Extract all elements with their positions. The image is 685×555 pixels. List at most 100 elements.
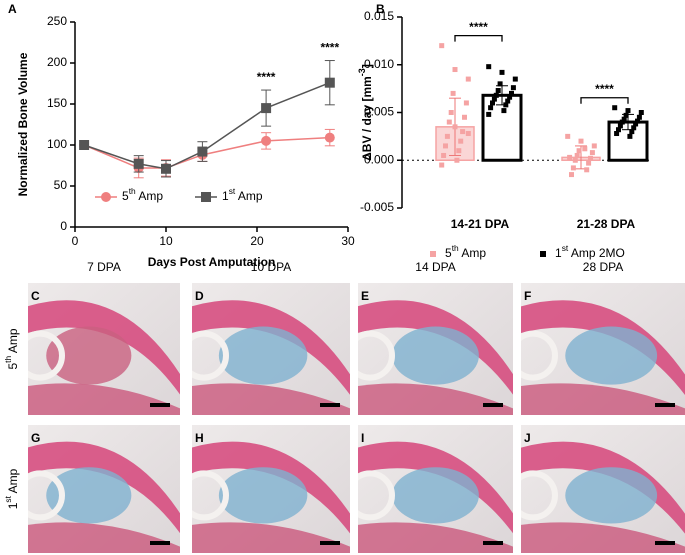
legend-marker — [540, 251, 546, 257]
y-tick-label: 50 — [54, 178, 68, 192]
tissue-blue — [392, 467, 479, 524]
tissue-blue — [392, 326, 479, 385]
data-point — [491, 96, 497, 102]
data-point — [446, 119, 452, 125]
y-tick-label: 0 — [60, 219, 67, 233]
histology-image — [28, 425, 180, 553]
scale-bar — [655, 541, 675, 545]
scale-bar — [150, 541, 170, 545]
significance: **** — [595, 82, 614, 96]
joint — [28, 330, 65, 381]
column-header: 14 DPA — [415, 260, 455, 274]
data-point — [501, 108, 507, 114]
legend-label: 5th Amp — [122, 186, 163, 203]
tissue-base — [192, 383, 350, 415]
y-tick-label: 100 — [47, 137, 67, 151]
tissue-base — [521, 522, 685, 553]
series-line — [83, 136, 330, 169]
data-point — [619, 119, 625, 125]
data-point — [444, 133, 450, 139]
legend-marker — [101, 192, 111, 202]
data-point — [450, 90, 456, 96]
legend-marker — [201, 192, 211, 202]
data-point — [495, 88, 501, 94]
scale-bar — [320, 541, 340, 545]
row-label: 5th Amp — [3, 328, 20, 369]
data-point — [621, 116, 627, 122]
data-point — [589, 150, 595, 156]
panel-label: F — [524, 289, 531, 303]
data-point — [584, 167, 590, 173]
joint — [358, 470, 395, 521]
series-line — [83, 81, 331, 170]
tissue-pink — [28, 300, 180, 395]
tissue-pink — [358, 441, 513, 534]
significance-bracket — [580, 97, 629, 104]
data-point — [448, 110, 454, 115]
data-point — [439, 43, 445, 49]
histology-image — [358, 425, 513, 553]
legend-label: 1st Amp — [222, 186, 263, 203]
data-point — [490, 100, 495, 106]
data-point — [462, 114, 467, 120]
data-point — [454, 157, 460, 163]
scale-bar — [150, 403, 170, 407]
point — [79, 140, 90, 150]
tissue-base — [521, 383, 685, 415]
data-point — [452, 124, 458, 130]
y-label-text: ΔBV / day [mm — [360, 76, 374, 161]
row-label: 1st Amp — [3, 468, 20, 509]
legend-label: 5th Amp — [445, 243, 486, 260]
data-point — [465, 131, 471, 137]
data-point — [588, 155, 593, 161]
tissue-pink — [358, 300, 513, 395]
legend-label: 1st Amp 2MO — [555, 243, 625, 260]
histology-image — [521, 425, 685, 553]
data-point — [465, 76, 471, 82]
histology-image — [192, 283, 350, 415]
tissue-base — [28, 383, 180, 415]
point — [133, 158, 144, 169]
data-point — [441, 152, 447, 158]
data-point — [456, 148, 462, 154]
column-header: 10 DPA — [251, 260, 291, 274]
data-point — [486, 64, 492, 70]
tissue-blue — [218, 326, 308, 385]
tissue-pink — [521, 300, 685, 396]
point — [197, 146, 208, 157]
point — [261, 135, 272, 146]
data-point — [629, 129, 635, 135]
data-point — [623, 112, 629, 118]
x-tick-label: 21-28 DPA — [577, 217, 636, 231]
x-axis-label: Days Post Amputation — [148, 255, 276, 269]
data-point — [488, 105, 494, 111]
y-tick-label: 150 — [47, 96, 67, 110]
histology-image — [192, 425, 350, 553]
panel-label: C — [31, 289, 40, 303]
data-point — [625, 108, 631, 114]
data-point — [505, 98, 511, 104]
data-point — [631, 125, 637, 131]
y-label-sup: -3 — [357, 68, 367, 76]
significance: **** — [469, 20, 488, 34]
histology-image — [28, 283, 180, 415]
scale-bar — [483, 541, 503, 545]
tissue-pink — [192, 441, 350, 534]
data-point — [510, 85, 516, 91]
data-point — [497, 81, 503, 87]
data-point — [574, 152, 580, 158]
data-point — [486, 111, 492, 117]
data-point — [591, 143, 597, 149]
tissue-base — [28, 522, 180, 553]
data-point — [512, 76, 518, 82]
scale-bar — [483, 403, 503, 407]
data-point — [572, 157, 578, 163]
tissue-blue — [565, 467, 658, 524]
data-point — [567, 154, 573, 160]
x-tick-label: 20 — [250, 234, 264, 248]
x-tick-label: 14-21 DPA — [451, 217, 510, 231]
joint — [521, 330, 558, 381]
data-point — [458, 138, 464, 144]
data-point — [582, 146, 588, 152]
